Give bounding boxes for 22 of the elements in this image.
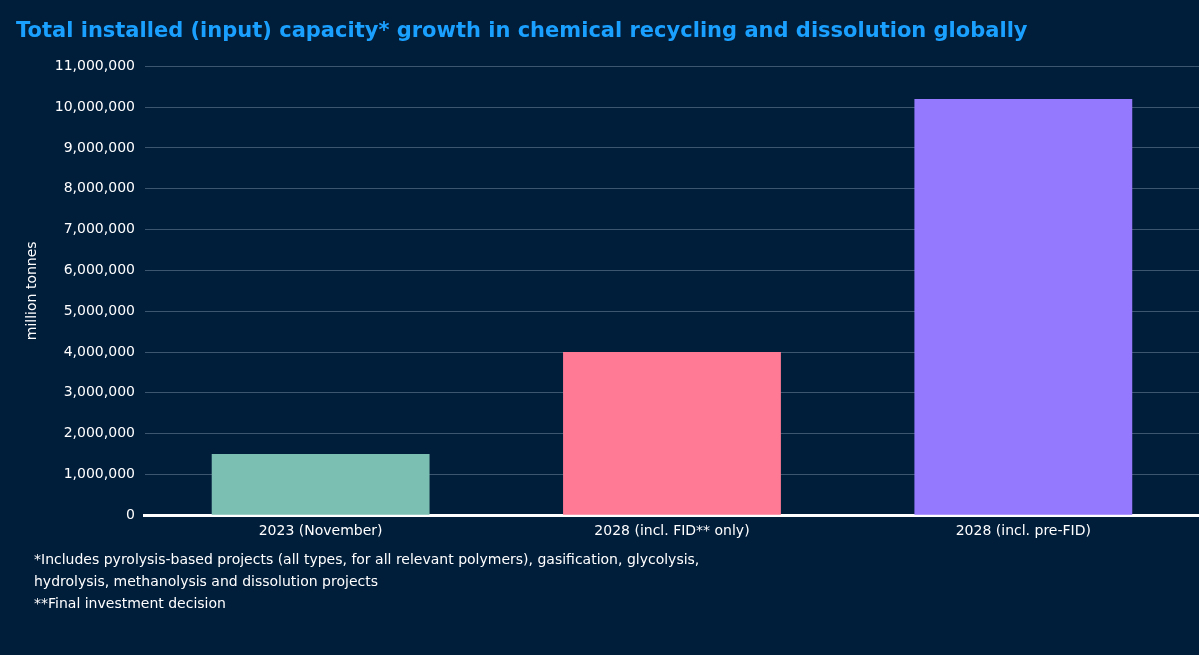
bar — [914, 99, 1133, 515]
bar — [211, 454, 430, 515]
bar — [563, 352, 781, 515]
y-tick-label: 2,000,000 — [63, 424, 135, 441]
y-tick-label: 10,000,000 — [54, 97, 135, 114]
y-tick-label: 1,000,000 — [63, 465, 135, 482]
y-tick-label: 3,000,000 — [63, 383, 135, 400]
y-tick-label: 8,000,000 — [63, 179, 135, 196]
y-tick-label: 11,000,000 — [54, 57, 135, 74]
y-axis-title: million tonnes — [23, 241, 40, 341]
x-tick-label: 2028 (incl. FID** only) — [594, 522, 750, 539]
y-tick-label: 6,000,000 — [63, 261, 135, 278]
chart-title: Total installed (input) capacity* growth in chemical recycling and dissolution globally — [15, 17, 1029, 44]
x-tick-label: 2028 (incl. pre-FID) — [955, 522, 1091, 539]
y-tick-label: 9,000,000 — [63, 138, 135, 155]
y-tick-label: 4,000,000 — [63, 342, 135, 359]
y-tick-label: 0 — [126, 505, 135, 522]
y-tick-label: 7,000,000 — [63, 220, 135, 237]
text: *Includes pyrolysis-based projects (all types, for all relevant polymers), gasification, glycolysis, hydrolysis, methanolysis and dissolution projects — [34, 550, 701, 591]
y-tick-label: 5,000,000 — [63, 301, 135, 318]
x-tick-label: 2023 (November) — [258, 522, 383, 539]
text: **Final investment decision — [34, 594, 227, 613]
